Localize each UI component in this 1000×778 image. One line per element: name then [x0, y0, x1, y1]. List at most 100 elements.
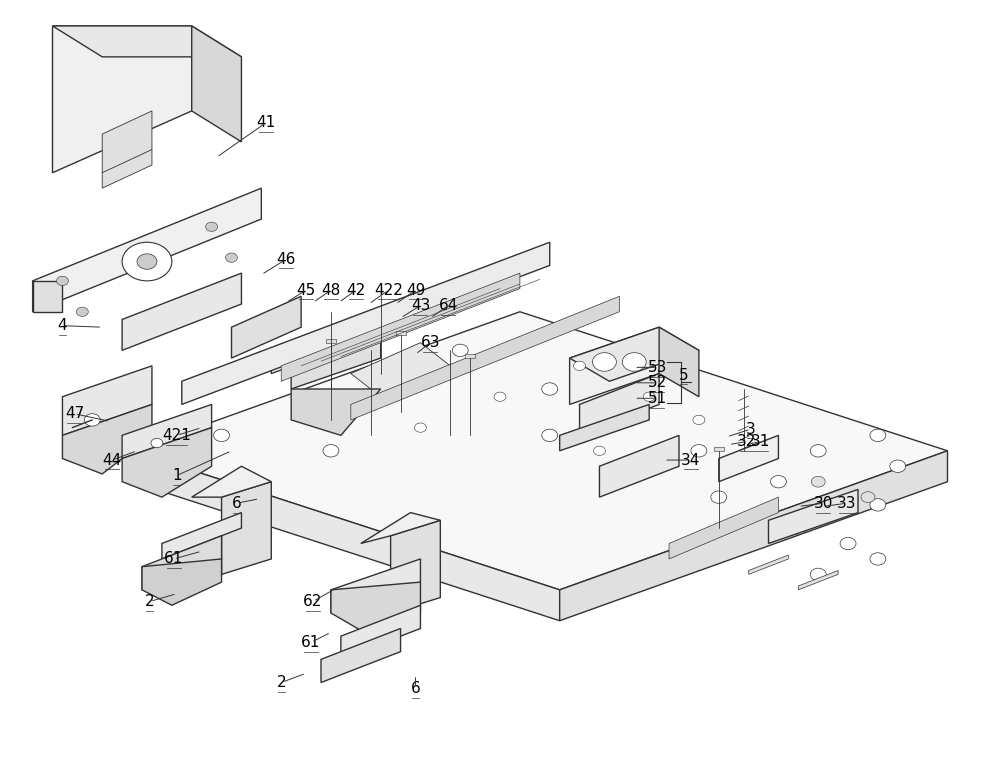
Circle shape	[643, 392, 655, 401]
Polygon shape	[122, 273, 241, 350]
Circle shape	[151, 439, 163, 447]
Text: 48: 48	[321, 282, 341, 298]
Text: 32: 32	[737, 434, 756, 449]
Text: 3: 3	[746, 422, 755, 436]
Polygon shape	[341, 605, 420, 660]
Polygon shape	[321, 629, 401, 682]
Polygon shape	[465, 354, 475, 358]
Circle shape	[414, 423, 426, 433]
Text: 4: 4	[58, 318, 67, 333]
Circle shape	[542, 383, 558, 395]
Polygon shape	[570, 328, 659, 405]
Circle shape	[641, 460, 657, 472]
Text: 422: 422	[374, 282, 403, 298]
Circle shape	[574, 361, 586, 370]
Polygon shape	[331, 582, 420, 636]
Polygon shape	[396, 331, 406, 335]
Polygon shape	[102, 111, 152, 188]
Polygon shape	[599, 436, 679, 497]
Polygon shape	[291, 389, 381, 436]
Text: 2: 2	[145, 594, 155, 609]
Polygon shape	[122, 428, 212, 497]
Polygon shape	[714, 447, 724, 450]
Polygon shape	[33, 188, 261, 312]
Polygon shape	[33, 281, 62, 312]
Circle shape	[693, 415, 705, 425]
Text: 61: 61	[164, 552, 184, 566]
Circle shape	[542, 429, 558, 442]
Circle shape	[621, 414, 637, 426]
Text: 31: 31	[751, 434, 770, 449]
Text: 42: 42	[346, 282, 365, 298]
Circle shape	[870, 499, 886, 511]
Polygon shape	[798, 570, 838, 590]
Text: 2: 2	[276, 675, 286, 690]
Text: 6: 6	[411, 682, 420, 696]
Polygon shape	[132, 450, 560, 621]
Circle shape	[293, 398, 309, 411]
Polygon shape	[560, 405, 649, 450]
Polygon shape	[122, 405, 212, 458]
Polygon shape	[62, 366, 152, 436]
Circle shape	[790, 522, 806, 534]
Polygon shape	[719, 436, 778, 482]
Circle shape	[323, 444, 339, 457]
Circle shape	[810, 444, 826, 457]
Circle shape	[622, 352, 646, 371]
Polygon shape	[331, 559, 420, 613]
Polygon shape	[142, 559, 222, 605]
Circle shape	[373, 367, 389, 380]
Circle shape	[243, 475, 259, 488]
Circle shape	[592, 352, 616, 371]
Circle shape	[840, 538, 856, 550]
Polygon shape	[232, 296, 301, 358]
Circle shape	[76, 307, 88, 317]
Polygon shape	[192, 26, 241, 142]
Circle shape	[811, 476, 825, 487]
Circle shape	[122, 242, 172, 281]
Polygon shape	[351, 342, 450, 397]
Circle shape	[452, 344, 468, 356]
Polygon shape	[132, 312, 948, 590]
Text: 41: 41	[257, 115, 276, 130]
Polygon shape	[62, 405, 152, 474]
Circle shape	[206, 223, 218, 231]
Circle shape	[494, 392, 506, 401]
Circle shape	[691, 444, 707, 457]
Polygon shape	[560, 450, 948, 621]
Text: 33: 33	[836, 496, 856, 511]
Polygon shape	[749, 555, 788, 574]
Text: 1: 1	[172, 468, 182, 483]
Text: 53: 53	[647, 360, 667, 375]
Polygon shape	[570, 328, 699, 381]
Polygon shape	[659, 328, 699, 397]
Circle shape	[137, 254, 157, 269]
Circle shape	[890, 460, 906, 472]
Text: 49: 49	[406, 282, 425, 298]
Polygon shape	[291, 328, 381, 389]
Text: 6: 6	[232, 496, 241, 511]
Text: 30: 30	[814, 496, 833, 511]
Polygon shape	[182, 242, 550, 405]
Circle shape	[870, 429, 886, 442]
Text: 47: 47	[65, 406, 84, 421]
Text: 52: 52	[647, 375, 667, 391]
Text: 45: 45	[296, 282, 316, 298]
Circle shape	[770, 475, 786, 488]
Polygon shape	[222, 482, 271, 574]
Polygon shape	[281, 273, 520, 381]
Polygon shape	[391, 520, 440, 613]
Polygon shape	[192, 466, 271, 497]
Text: 63: 63	[421, 335, 440, 350]
Circle shape	[810, 568, 826, 580]
Polygon shape	[669, 497, 778, 559]
Circle shape	[214, 429, 230, 442]
Circle shape	[56, 276, 68, 286]
Circle shape	[711, 491, 727, 503]
Text: 421: 421	[162, 428, 191, 443]
Polygon shape	[580, 373, 659, 436]
Polygon shape	[142, 536, 222, 590]
Polygon shape	[326, 338, 336, 342]
Polygon shape	[769, 489, 858, 544]
Text: 64: 64	[439, 298, 458, 313]
